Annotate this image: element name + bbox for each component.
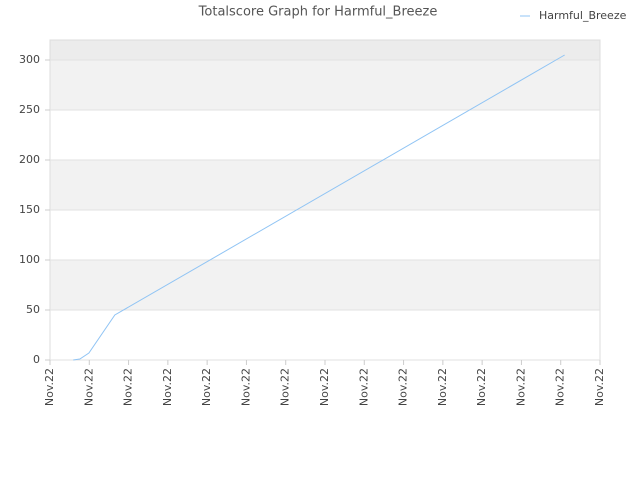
plot-band — [50, 40, 600, 60]
x-tick-label: Nov.22 — [436, 368, 449, 406]
x-tick-label: Nov.22 — [357, 368, 370, 406]
x-tick-label: Nov.22 — [43, 368, 56, 406]
plot-band — [50, 260, 600, 310]
y-tick-label: 0 — [33, 353, 40, 366]
y-tick-label: 200 — [19, 153, 40, 166]
y-tick-label: 100 — [19, 253, 40, 266]
chart-title: Totalscore Graph for Harmful_Breeze — [198, 5, 438, 20]
x-tick-label: Nov.22 — [161, 368, 174, 406]
x-tick-label: Nov.22 — [279, 368, 292, 406]
plot-band — [50, 110, 600, 160]
legend-label: Harmful_Breeze — [539, 9, 627, 22]
x-tick-label: Nov.22 — [82, 368, 95, 406]
x-tick-label: Nov.22 — [318, 368, 331, 406]
x-tick-label: Nov.22 — [554, 368, 567, 406]
y-tick-label: 250 — [19, 103, 40, 116]
plot-band — [50, 60, 600, 110]
x-tick-label: Nov.22 — [397, 368, 410, 406]
plot-band — [50, 160, 600, 210]
x-tick-label: Nov.22 — [514, 368, 527, 406]
plot-band — [50, 210, 600, 260]
y-tick-label: 150 — [19, 203, 40, 216]
x-tick-label: Nov.22 — [239, 368, 252, 406]
x-tick-label: Nov.22 — [200, 368, 213, 406]
x-tick-label: Nov.22 — [475, 368, 488, 406]
x-tick-label: Nov.22 — [593, 368, 606, 406]
x-tick-label: Nov.22 — [122, 368, 135, 406]
plot-band — [50, 310, 600, 360]
series-line — [73, 54, 565, 361]
y-tick-label: 300 — [19, 53, 40, 66]
y-tick-label: 50 — [26, 303, 40, 316]
